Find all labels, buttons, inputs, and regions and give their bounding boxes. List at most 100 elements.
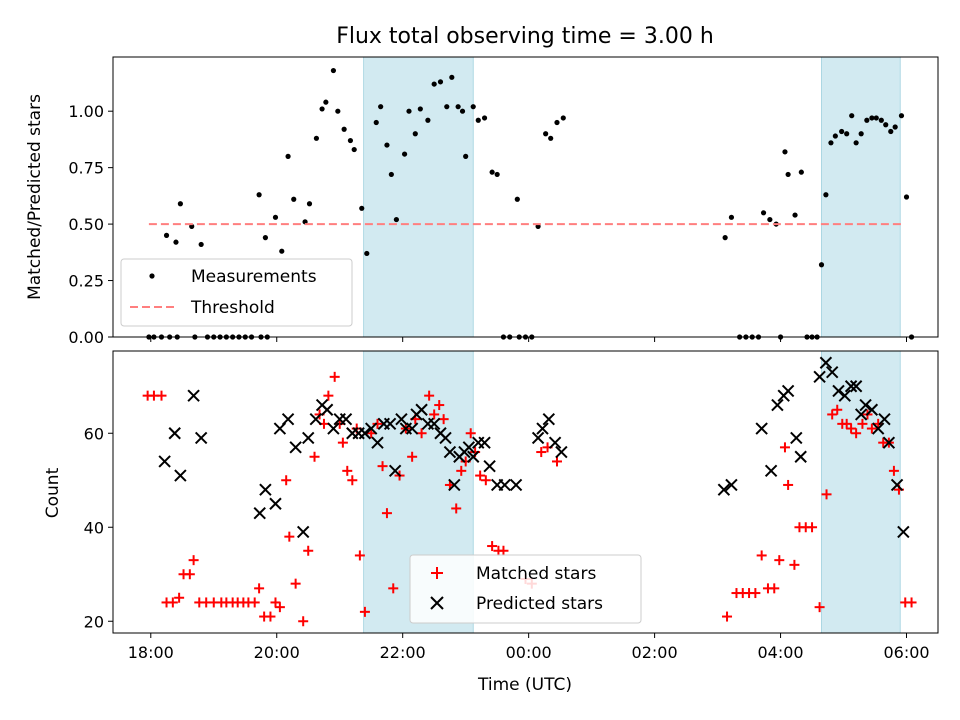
predicted-stars-point [555,445,568,459]
matched-stars-point [424,390,435,401]
top-plot-frame [112,56,939,338]
predicted-stars-point [302,431,315,445]
predicted-stars-point [253,506,266,520]
predicted-stars-point [813,370,826,384]
predicted-stars-point [498,478,511,492]
matched-stars-point [377,461,388,472]
matched-stars-point [888,465,899,476]
matched-stars-point [274,602,285,613]
predicted-stars-point [462,441,476,454]
measurement-point [444,104,450,110]
measurement-point [341,126,347,132]
top-legend-box [120,258,353,327]
measurement-point [785,171,791,178]
measurement-point [888,128,894,135]
measurement-point [853,140,859,146]
measurement-point [554,119,560,126]
measurement-point [873,115,879,121]
x-tick-label: 02:00 [632,643,678,662]
top-y-tick-label: 1.00 [68,102,104,121]
legend-matched-marker [431,567,443,579]
x-tick-label: 04:00 [758,643,804,662]
predicted-stars-point [725,478,738,492]
predicted-stars-point [509,478,523,492]
top-panel: 0.00 0.25 0.50 0.75 1.00 Flux total observin… [25,24,939,347]
measurement-point [883,122,889,128]
measurement-point [722,235,728,241]
predicted-stars-point [320,403,334,416]
matched-stars-point [451,503,462,514]
matched-stars-point [167,597,178,608]
predicted-stars-point [548,436,562,449]
predicted-stars-point [158,455,171,468]
measurement-point [767,216,773,223]
measurement-point [319,106,325,112]
top-shaded-interval [363,56,474,338]
x-tick-label: 00:00 [506,643,552,662]
matched-stars-point [309,451,320,462]
predicted-stars-point [755,422,768,435]
matched-stars-point [342,465,353,476]
measurement-point [347,137,354,144]
predicted-stars-point [259,483,272,496]
measurement-point [548,135,554,141]
top-y-tick-label: 0.50 [68,215,104,234]
predicted-stars-point [882,436,896,449]
measurement-point [543,131,549,137]
measurement-point [798,169,804,175]
measurement-point [388,171,394,178]
matched-stars-point [783,479,794,490]
predicted-stars-point [174,469,187,482]
measurement-point [417,106,423,112]
predicted-stars-point [844,380,858,393]
measurement-point [760,210,767,216]
matched-stars-point [480,475,491,486]
predicted-stars-point [865,403,879,416]
matched-stars-point [174,592,185,603]
measurement-point [832,133,838,139]
bottom-legend: Matched stars Predicted stars [409,554,642,624]
measurement-point [256,192,262,198]
matched-stars-point [337,437,348,448]
top-chart-title: Flux total observing time = 3.00 h [336,24,714,49]
measurement-point [262,235,269,241]
legend-matched-label: Matched stars [476,564,596,584]
measurement-point [878,117,884,123]
predicted-stars-point [427,417,441,431]
measurement-point [858,131,864,137]
predicted-stars-point [878,412,891,426]
predicted-stars-point [467,450,480,463]
matched-stars-point [851,428,862,439]
measurement-point [323,99,329,105]
measurement-point [839,128,845,135]
matched-stars-point [372,418,383,429]
matched-stars-point [475,470,486,481]
measurement-point [163,232,170,238]
matched-stars-point [857,418,868,429]
measurement-point [903,194,910,200]
measurement-point [364,250,370,257]
measurement-point [459,108,466,114]
predicted-stars-point [819,356,833,369]
measurement-point [177,201,183,207]
matched-stars-point [156,390,167,401]
bottom-y-tick-label: 20 [84,612,104,631]
measurement-point [393,216,399,223]
measurement-point [437,79,444,85]
measurement-point [481,115,488,121]
matched-stars-point [465,428,476,439]
matched-stars-point [456,465,467,476]
measurement-point [728,214,735,220]
measurement-point [869,115,875,121]
predicted-stars-point [448,478,461,492]
matched-stars-point [498,545,509,556]
predicted-stars-point [897,525,910,539]
predicted-stars-point [542,412,556,426]
predicted-stars-point [717,483,731,496]
matched-stars-point [354,550,365,561]
measurement-point [306,201,313,207]
predicted-stars-point [790,431,803,445]
predicted-stars-point [415,403,428,416]
measurement-point [173,239,179,245]
measurement-point [330,67,337,74]
